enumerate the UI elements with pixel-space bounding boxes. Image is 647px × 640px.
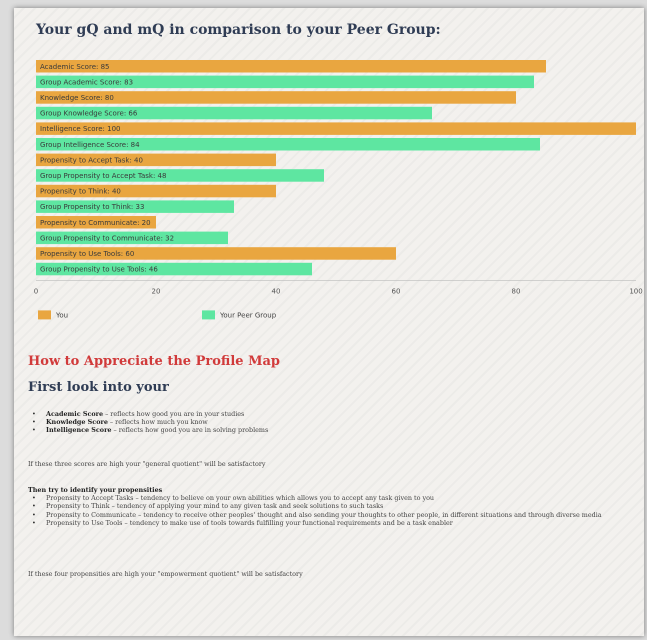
score-item-academic: Academic Score – reflects how good you a… (28, 410, 640, 418)
bar-peer-7 (36, 169, 324, 182)
bar-peer-3 (36, 106, 432, 120)
score-item-intelligence: Intelligence Score – reflects how good y… (28, 426, 640, 434)
propensity-item-accept: Propensity to Accept Tasks – tendency to… (28, 494, 640, 502)
bar-you-6 (36, 153, 276, 167)
score-list: Academic Score – reflects how good you a… (28, 410, 640, 435)
bar-peer-11 (36, 231, 228, 245)
profile-map-heading: How to Appreciate the Profile Map (28, 354, 280, 369)
propensity-item-think: Propensity to Think – tendency of applyi… (28, 502, 640, 510)
propensity-item-tools: Propensity to Use Tools – tendency to ma… (28, 519, 640, 527)
bar-label-4: Intelligence Score: 100 (40, 125, 121, 133)
bar-label-7: Group Propensity to Accept Task: 48 (40, 172, 166, 180)
score-list-block: Academic Score – reflects how good you a… (28, 410, 640, 435)
bar-peer-1 (36, 75, 534, 89)
bar-label-5: Group Intelligence Score: 84 (40, 141, 140, 149)
bar-label-3: Group Knowledge Score: 66 (40, 110, 138, 118)
x-tick-4: 80 (512, 287, 521, 295)
score-item-knowledge: Knowledge Score – reflects how much you … (28, 418, 640, 426)
propensities-heading: Then try to identify your propensities (28, 486, 163, 494)
bar-peer-9 (36, 200, 234, 213)
legend-label-peer: Your Peer Group (219, 311, 277, 319)
report-panel: Your gQ and mQ in comparison to your Pee… (14, 8, 644, 636)
bar-you-8 (36, 184, 276, 198)
empowerment-quotient-note: If these four propensities are high your… (28, 570, 303, 578)
bar-label-1: Group Academic Score: 83 (40, 78, 133, 86)
comparison-bar-chart: Academic Score: 85 Group Academic Score: … (34, 60, 643, 320)
bar-you-10 (36, 216, 156, 229)
legend-swatch-you (38, 310, 51, 320)
bar-label-13: Group Propensity to Use Tools: 46 (40, 266, 158, 274)
legend-label-you: You (55, 311, 68, 319)
chart-title: Your gQ and mQ in comparison to your Pee… (36, 22, 441, 38)
bar-label-11: Group Propensity to Communicate: 32 (40, 234, 174, 242)
bar-you-12 (36, 247, 396, 260)
bar-label-2: Knowledge Score: 80 (40, 94, 114, 102)
bar-you-0 (36, 60, 546, 73)
bar-you-2 (36, 91, 516, 104)
bar-label-9: Group Propensity to Think: 33 (40, 203, 144, 211)
x-tick-1: 20 (152, 287, 161, 295)
bar-label-6: Propensity to Accept Task: 40 (40, 156, 143, 164)
bar-label-10: Propensity to Communicate: 20 (40, 219, 151, 227)
bar-label-12: Propensity to Use Tools: 60 (40, 250, 134, 258)
bar-peer-5 (36, 138, 540, 151)
propensity-list: Propensity to Accept Tasks – tendency to… (28, 494, 640, 527)
bar-you-4 (36, 122, 636, 135)
general-quotient-note: If these three scores are high your "gen… (28, 460, 266, 468)
bar-label-0: Academic Score: 85 (40, 63, 110, 71)
first-look-heading: First look into your (28, 380, 169, 395)
legend-swatch-peer (202, 310, 215, 320)
x-tick-5: 100 (629, 287, 642, 295)
bar-label-8: Propensity to Think: 40 (40, 188, 121, 196)
x-tick-2: 40 (272, 287, 281, 295)
propensity-item-communicate: Propensity to Communicate – tendency to … (28, 511, 640, 519)
x-tick-3: 60 (392, 287, 401, 295)
bar-peer-13 (36, 262, 312, 276)
propensity-block: Then try to identify your propensities P… (28, 486, 640, 527)
x-tick-0: 0 (34, 287, 38, 295)
